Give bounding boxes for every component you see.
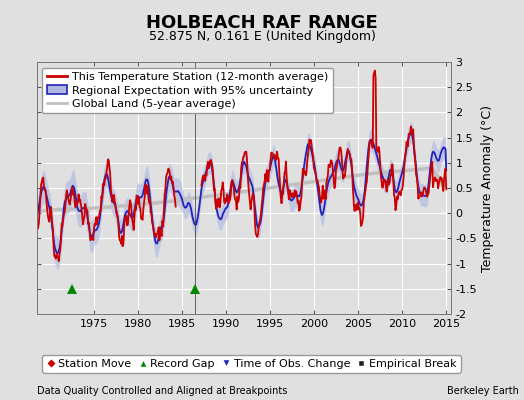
Text: Berkeley Earth: Berkeley Earth	[447, 386, 519, 396]
Y-axis label: Temperature Anomaly (°C): Temperature Anomaly (°C)	[481, 104, 494, 272]
Text: Data Quality Controlled and Aligned at Breakpoints: Data Quality Controlled and Aligned at B…	[37, 386, 287, 396]
Legend: Station Move, Record Gap, Time of Obs. Change, Empirical Break: Station Move, Record Gap, Time of Obs. C…	[42, 355, 461, 373]
Text: HOLBEACH RAF RANGE: HOLBEACH RAF RANGE	[146, 14, 378, 32]
Text: 52.875 N, 0.161 E (United Kingdom): 52.875 N, 0.161 E (United Kingdom)	[149, 30, 375, 43]
